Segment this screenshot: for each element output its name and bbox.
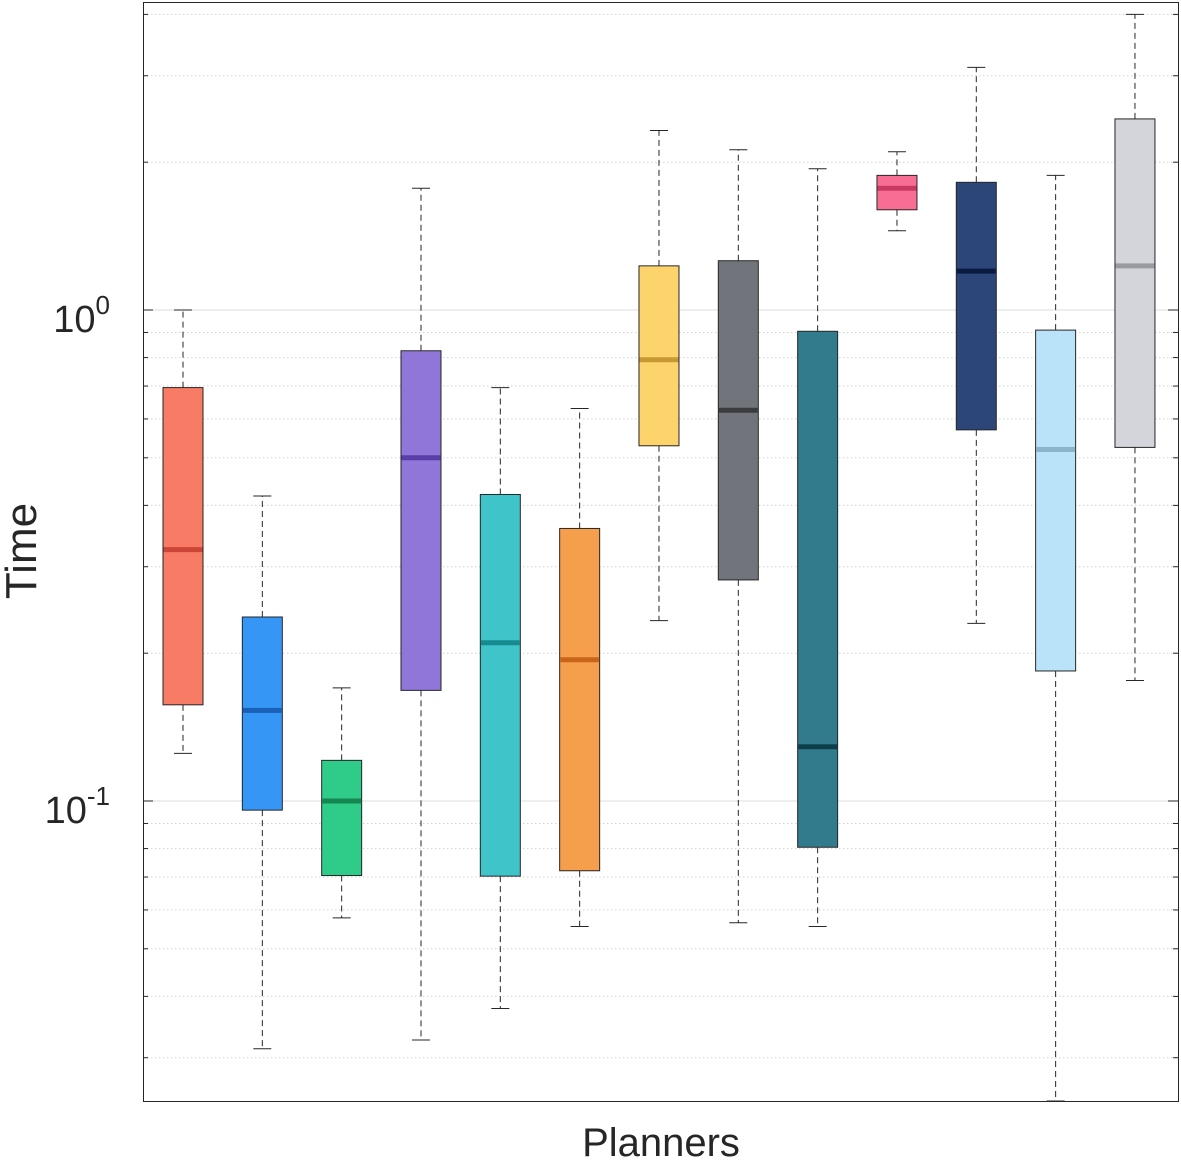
plot-area-frame <box>143 2 1179 1102</box>
grid-lines <box>143 13 1178 1059</box>
box-planner-10 <box>876 151 918 232</box>
box-planner-11 <box>955 66 997 624</box>
iqr-box <box>717 260 759 581</box>
iqr-box <box>479 493 521 877</box>
y-axis-ticks: 10-1 100 <box>45 290 110 832</box>
iqr-box <box>241 616 283 811</box>
iqr-box <box>1035 329 1077 672</box>
y-tick-label: 10-1 <box>45 781 110 832</box>
iqr-box <box>797 330 839 848</box>
iqr-box <box>876 174 918 211</box>
x-axis-label: Planners <box>582 1121 740 1162</box>
box-planner-4 <box>400 187 442 1041</box>
box-planner-6 <box>559 408 601 928</box>
iqr-box <box>400 350 442 691</box>
y-tick-label: 100 <box>53 290 110 341</box>
box-planner-2 <box>241 495 283 1050</box>
iqr-box <box>955 181 997 431</box>
iqr-box <box>162 387 204 706</box>
iqr-box <box>638 265 680 447</box>
box-planner-1 <box>162 309 204 754</box>
box-planner-5 <box>479 387 521 1009</box>
box-planner-7 <box>638 130 680 622</box>
box-planner-8 <box>717 149 759 924</box>
y-axis-label: Time <box>0 503 46 599</box>
iqr-box <box>559 527 601 872</box>
iqr-box <box>1114 118 1156 448</box>
box-planner-3 <box>321 687 363 919</box>
box-planner-12 <box>1035 174 1077 1102</box>
box-planner-13 <box>1114 13 1156 681</box>
iqr-box <box>321 759 363 877</box>
box-series <box>162 13 1156 1102</box>
box-planner-9 <box>797 168 839 928</box>
